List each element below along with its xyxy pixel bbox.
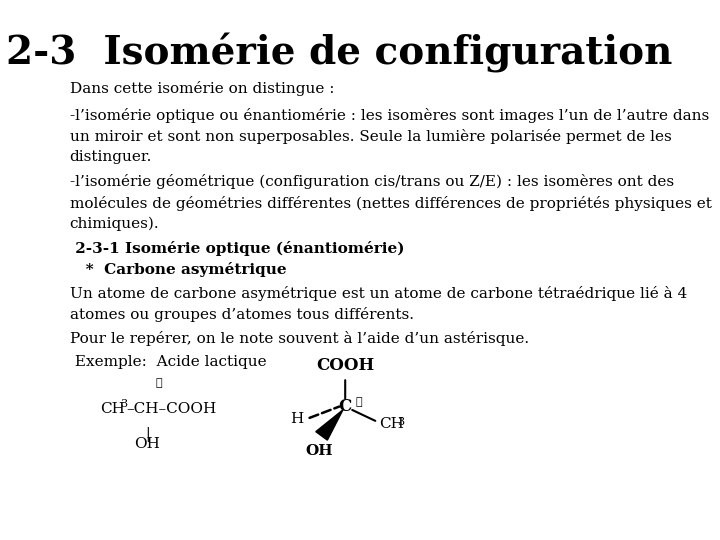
Text: chimiques).: chimiques). — [70, 217, 159, 231]
Text: 2-3  Isomérie de configuration: 2-3 Isomérie de configuration — [6, 33, 672, 73]
Text: atomes ou groupes d’atomes tous différents.: atomes ou groupes d’atomes tous différen… — [70, 307, 413, 322]
Text: –CH–COOH: –CH–COOH — [126, 402, 216, 416]
Text: 3: 3 — [397, 416, 404, 427]
Text: -l’isomérie géométrique (configuration cis/trans ou Z/E) : les isomères ont des: -l’isomérie géométrique (configuration c… — [70, 174, 674, 190]
Text: Pour le repérer, on le note souvent à l’aide d’un astérisque.: Pour le repérer, on le note souvent à l’… — [70, 331, 528, 346]
Text: *  Carbone asymétrique: * Carbone asymétrique — [70, 262, 287, 277]
Text: OH: OH — [305, 444, 333, 458]
Text: 3: 3 — [120, 399, 127, 409]
Text: ★: ★ — [356, 397, 362, 407]
Text: Un atome de carbone asymétrique est un atome de carbone tétraédrique lié à 4: Un atome de carbone asymétrique est un a… — [70, 286, 687, 301]
Text: distinguer.: distinguer. — [70, 150, 152, 164]
Text: CH: CH — [101, 402, 125, 416]
Text: 2-3-1 Isomérie optique (énantiomérie): 2-3-1 Isomérie optique (énantiomérie) — [70, 241, 404, 256]
Polygon shape — [316, 410, 343, 440]
Text: |: | — [145, 427, 150, 442]
Text: OH: OH — [135, 437, 160, 451]
Text: molécules de géométries différentes (nettes différences de propriétés physiques : molécules de géométries différentes (net… — [70, 195, 711, 211]
Text: -l’isomérie optique ou énantiomérie : les isomères sont images l’un de l’autre d: -l’isomérie optique ou énantiomérie : le… — [70, 108, 709, 123]
Text: un miroir et sont non superposables. Seule la lumière polarisée permet de les: un miroir et sont non superposables. Seu… — [70, 129, 671, 144]
Text: C: C — [338, 398, 352, 415]
Text: H: H — [289, 412, 303, 426]
Text: CH: CH — [379, 417, 404, 431]
Text: Exemple:  Acide lactique: Exemple: Acide lactique — [70, 355, 266, 369]
Text: Dans cette isomérie on distingue :: Dans cette isomérie on distingue : — [70, 81, 334, 96]
Text: COOH: COOH — [316, 357, 374, 374]
Text: ★: ★ — [155, 378, 162, 388]
